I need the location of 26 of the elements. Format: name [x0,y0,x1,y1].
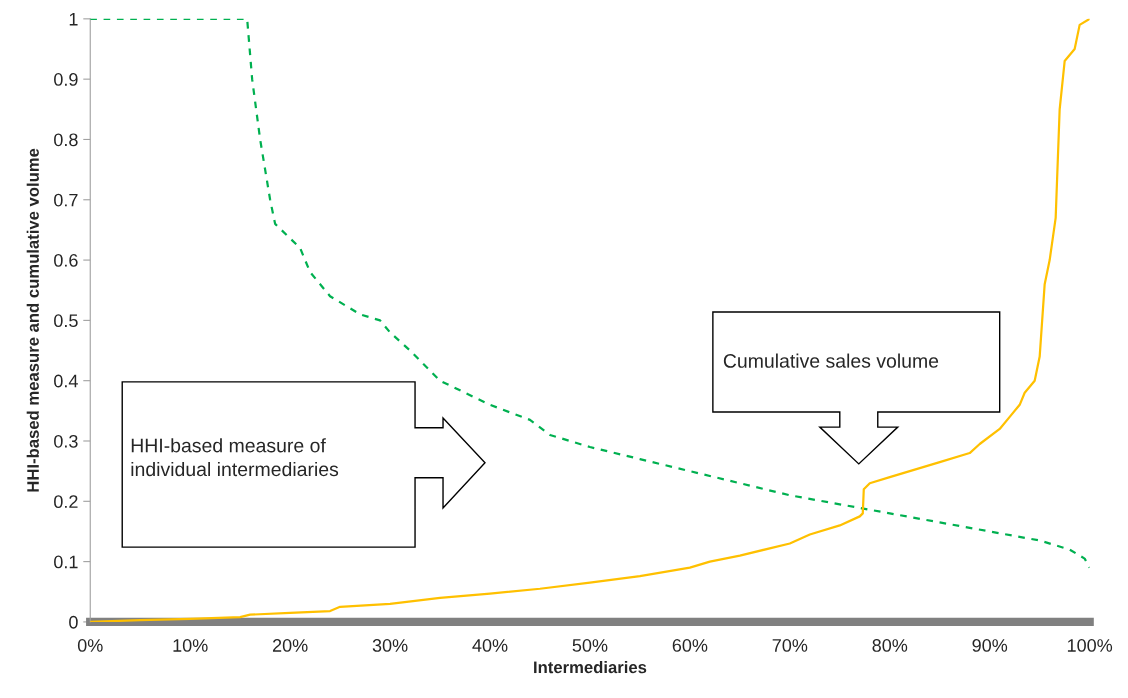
y-tick-label: 1 [69,12,78,26]
y-axis-title: HHI-based measure and cumulative volume [26,148,39,492]
x-tick-label: 20% [272,639,308,652]
x-tick-label: 80% [872,639,908,652]
x-axis-title: Intermediaries [534,660,647,674]
y-tick-label: 0.7 [54,193,78,207]
x-tick-label: 50% [572,639,608,652]
annotation: Cumulative sales volume [723,353,939,368]
x-tick-label: 10% [173,639,208,652]
x-tick-label: 30% [372,639,408,652]
x-tick-label: 40% [472,639,508,652]
x-tick-label: 90% [972,639,1008,652]
x-tick-label: 100% [1067,639,1113,652]
annotation: HHI-based measure of individual intermediaries [131,438,339,477]
x-tick-label: 60% [672,639,708,652]
y-tick-label: 0.2 [54,495,78,509]
y-tick-label: 0 [69,615,78,629]
y-tick-label: 0.4 [54,374,78,388]
y-tick-label: 0.5 [54,314,78,328]
y-tick-label: 0.8 [54,133,78,147]
x-tick-label: 70% [772,639,808,652]
y-tick-label: 0.1 [54,555,78,569]
y-tick-label: 0.3 [54,434,78,448]
y-tick-label: 0.9 [54,73,78,86]
y-tick-label: 0.6 [54,254,78,267]
x-tick-label: 0% [77,639,103,652]
